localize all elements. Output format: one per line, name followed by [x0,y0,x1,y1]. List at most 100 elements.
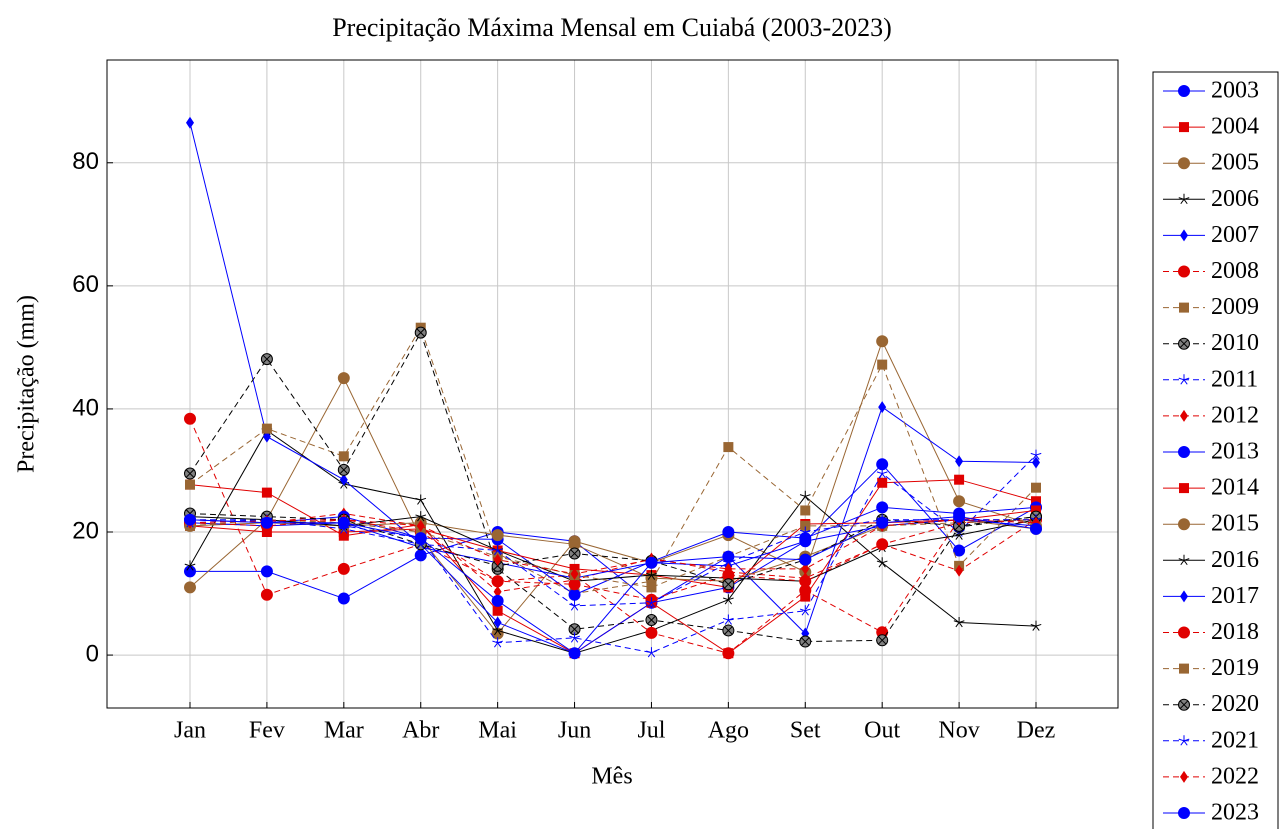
legend-label: 2004 [1211,114,1259,140]
marker-shape [570,624,579,634]
marker-shape [261,527,272,537]
marker [878,401,887,414]
marker [953,616,965,628]
marker-shape [262,354,272,364]
series-line [189,519,1036,607]
series-line [189,519,1037,588]
x-tick-label: Out [864,718,900,744]
marker-shape [876,557,888,568]
marker [722,647,735,660]
marker-shape [799,575,812,588]
marker-shape [491,529,504,542]
marker-shape [800,505,811,516]
marker-shape [1178,374,1190,385]
legend-label: 2018 [1211,619,1259,645]
marker [800,505,811,516]
y-tick-label: 80 [72,148,99,175]
marker [184,513,196,526]
marker-shape [186,116,194,129]
marker-shape [337,516,350,529]
series-line [189,516,1037,582]
marker [876,634,889,647]
marker-shape [184,565,196,578]
marker [953,510,966,523]
marker [186,116,194,129]
series-line [189,516,1037,654]
marker [1178,554,1190,566]
marker [646,597,657,608]
marker-shape [877,359,888,370]
marker [876,501,889,514]
marker-shape [1031,496,1041,507]
marker [569,600,580,611]
marker [1030,449,1042,460]
marker-shape [646,597,657,608]
series-line [189,339,1037,635]
series-line [190,463,1037,604]
legend-label: 2009 [1211,294,1259,320]
marker-shape [260,565,273,578]
x-tick-label: Jul [637,718,665,744]
marker-shape [1179,122,1189,133]
marker-shape [184,581,196,594]
legend-label: 2016 [1211,547,1259,573]
marker [876,557,888,568]
series-line [189,513,1037,585]
legend-box [1152,71,1279,829]
marker [1179,663,1189,674]
marker-shape [1178,265,1190,278]
marker-shape [492,605,503,616]
marker-shape [1179,339,1189,348]
marker [569,632,580,643]
marker [1178,518,1190,531]
marker [801,562,810,575]
marker-shape [1178,518,1190,531]
legend-label: 2014 [1211,475,1259,501]
series-line [189,519,1037,601]
x-tick-label: Mar [324,718,364,744]
marker [260,588,273,601]
marker-shape [570,549,579,558]
marker-shape [799,526,811,537]
marker-shape [338,527,349,537]
marker [876,538,889,551]
marker [799,575,812,588]
marker-shape [493,553,502,566]
marker-shape [491,594,504,607]
marker-shape [1179,700,1189,709]
marker-shape [1180,770,1188,783]
series-line [189,122,1037,654]
marker [645,556,658,569]
marker [185,479,195,490]
marker-shape [1030,620,1042,631]
marker-shape [1178,85,1190,97]
y-tick-label: 20 [72,517,99,544]
marker-shape [955,455,964,468]
marker-shape [569,632,580,643]
marker [1180,770,1188,783]
marker [491,575,504,588]
legend-label: 2017 [1211,583,1259,609]
marker [1180,229,1188,242]
marker [953,544,966,557]
marker [491,559,504,572]
marker [1178,735,1190,746]
marker-shape [646,582,657,593]
marker-shape [416,519,425,532]
marker [337,463,350,476]
marker [1031,482,1041,493]
marker [1180,590,1188,603]
marker-shape [1031,505,1041,516]
marker [1178,374,1190,385]
marker-shape [261,423,272,434]
marker [1178,807,1190,819]
marker [570,567,579,580]
marker-shape [1179,302,1189,313]
marker-shape [1178,193,1190,205]
legend-label: 2007 [1211,222,1259,248]
marker [492,544,504,556]
marker-shape [1178,157,1190,170]
marker-shape [339,465,349,475]
marker [877,477,888,488]
